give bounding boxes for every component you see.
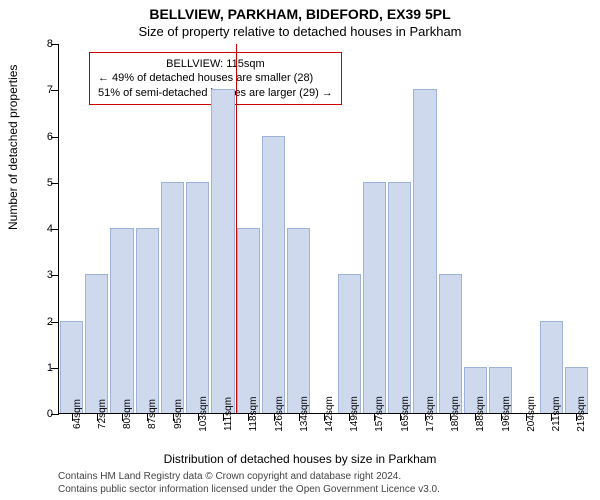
y-tick-label: 5: [31, 177, 53, 189]
x-tick-label: 118sqm: [248, 397, 259, 432]
histogram-bar: [161, 182, 184, 413]
x-tick-label: 134sqm: [299, 396, 310, 432]
x-tick-label: 157sqm: [374, 396, 385, 432]
histogram-bar: [413, 89, 436, 413]
infobox-line2: ← 49% of detached houses are smaller (28…: [98, 71, 333, 85]
x-tick-label: 72sqm: [97, 399, 108, 429]
x-tick-label: 80sqm: [122, 399, 133, 429]
x-tick-label: 165sqm: [400, 396, 411, 432]
attribution-line2: Contains public sector information licen…: [58, 483, 440, 496]
x-tick-label: 149sqm: [349, 396, 360, 432]
chart-title: BELLVIEW, PARKHAM, BIDEFORD, EX39 5PL: [0, 6, 600, 22]
y-tick-label: 1: [31, 362, 53, 374]
x-tick-label: 188sqm: [475, 396, 486, 432]
infobox-line1: BELLVIEW: 115sqm: [98, 57, 333, 71]
attribution-line1: Contains HM Land Registry data © Crown c…: [58, 470, 440, 483]
reference-line: [236, 44, 237, 413]
histogram-bar: [237, 228, 260, 413]
attribution: Contains HM Land Registry data © Crown c…: [58, 470, 440, 496]
y-tick-label: 7: [31, 84, 53, 96]
y-tick-label: 8: [31, 38, 53, 50]
y-tick-label: 6: [31, 131, 53, 143]
histogram-bar: [110, 228, 133, 413]
histogram-bar: [262, 136, 285, 414]
histogram-bar: [85, 274, 108, 413]
x-tick-label: 219sqm: [576, 396, 587, 432]
chart-container: BELLVIEW, PARKHAM, BIDEFORD, EX39 5PL Si…: [0, 0, 600, 500]
x-tick-label: 95sqm: [173, 399, 184, 429]
x-tick-label: 126sqm: [274, 396, 285, 432]
plot-area: BELLVIEW: 115sqm ← 49% of detached house…: [58, 44, 588, 414]
x-tick-label: 211sqm: [551, 397, 562, 432]
histogram-bar: [211, 89, 234, 413]
x-tick-label: 103sqm: [198, 396, 209, 432]
y-tick-label: 2: [31, 316, 53, 328]
y-tick-label: 4: [31, 223, 53, 235]
histogram-bar: [338, 274, 361, 413]
histogram-bar: [136, 228, 159, 413]
x-tick-label: 173sqm: [425, 396, 436, 432]
x-tick-label: 142sqm: [324, 396, 335, 432]
x-tick-label: 111sqm: [223, 397, 234, 431]
histogram-bar: [388, 182, 411, 413]
x-tick-label: 180sqm: [450, 396, 461, 432]
y-tick-label: 0: [31, 408, 53, 420]
histogram-bar: [439, 274, 462, 413]
histogram-bar: [186, 182, 209, 413]
x-tick-label: 196sqm: [501, 396, 512, 432]
y-tick-label: 3: [31, 269, 53, 281]
x-tick-label: 87sqm: [147, 399, 158, 429]
y-axis-label: Number of detached properties: [6, 65, 20, 230]
x-tick-label: 204sqm: [526, 396, 537, 432]
chart-subtitle: Size of property relative to detached ho…: [0, 24, 600, 39]
histogram-bar: [363, 182, 386, 413]
histogram-bar: [287, 228, 310, 413]
x-tick-label: 64sqm: [72, 399, 83, 429]
x-axis-label: Distribution of detached houses by size …: [0, 452, 600, 466]
